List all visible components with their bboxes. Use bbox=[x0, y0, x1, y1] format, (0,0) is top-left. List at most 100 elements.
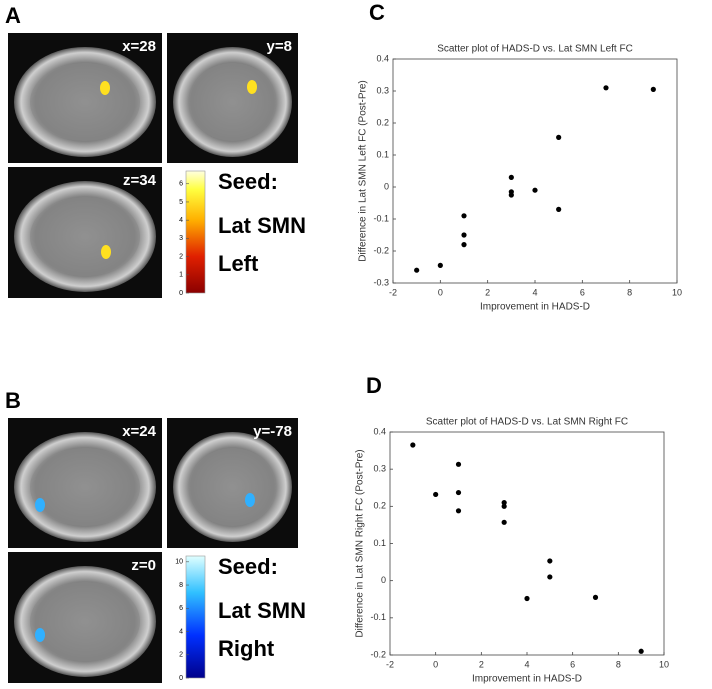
data-point bbox=[508, 192, 514, 198]
data-point bbox=[501, 519, 507, 525]
y-tick-label: -0.1 bbox=[373, 213, 389, 223]
colorbar-tick-label: 5 bbox=[179, 199, 183, 206]
y-tick-label: 0.4 bbox=[376, 53, 389, 63]
x-tick-label: 10 bbox=[659, 659, 669, 669]
data-point bbox=[501, 500, 507, 506]
y-tick-label: 0 bbox=[384, 181, 389, 191]
slice-label: x=24 bbox=[122, 423, 156, 440]
slice-label: z=34 bbox=[123, 172, 157, 189]
panel-label: B bbox=[5, 388, 21, 413]
brain-inner bbox=[189, 448, 276, 526]
panel-label: A bbox=[5, 3, 21, 28]
plot-frame bbox=[389, 431, 665, 656]
slice-label: y=8 bbox=[267, 38, 292, 55]
data-point bbox=[603, 85, 609, 91]
colorbar-tick-label: 2 bbox=[179, 652, 183, 659]
colorbar-tick-label: 8 bbox=[179, 582, 183, 589]
data-point bbox=[592, 594, 599, 600]
data-point bbox=[461, 213, 467, 219]
colorbar-tick-label: 4 bbox=[179, 217, 183, 224]
x-tick-label: 6 bbox=[570, 659, 575, 669]
slice-label: z=0 bbox=[131, 557, 156, 574]
x-tick-label: 0 bbox=[438, 287, 443, 297]
colorbar-tick-label: 6 bbox=[179, 181, 183, 188]
y-tick-label: -0.2 bbox=[373, 245, 389, 255]
x-tick-label: 0 bbox=[433, 659, 438, 669]
data-point bbox=[414, 267, 420, 273]
seed-label: Lat SMN bbox=[218, 213, 306, 238]
x-tick-label: 10 bbox=[672, 287, 682, 297]
data-point bbox=[433, 491, 439, 498]
y-tick-label: 0.2 bbox=[376, 117, 389, 127]
x-tick-label: 4 bbox=[532, 287, 537, 297]
colorbar-tick-label: 3 bbox=[179, 235, 183, 242]
data-point bbox=[410, 442, 416, 448]
activation-blob bbox=[101, 245, 111, 259]
colorbar-tick-label: 0 bbox=[179, 290, 183, 297]
seed-label: Seed: bbox=[218, 554, 278, 579]
y-tick-label: -0.1 bbox=[370, 612, 386, 622]
data-point bbox=[638, 648, 644, 654]
data-point bbox=[650, 86, 656, 92]
panel-label: D bbox=[366, 373, 382, 398]
seed-label: Left bbox=[218, 251, 259, 276]
data-point bbox=[455, 461, 462, 467]
data-point bbox=[461, 242, 467, 248]
y-tick-label: 0.3 bbox=[376, 85, 389, 95]
data-point bbox=[461, 232, 467, 238]
brain-inner bbox=[30, 448, 140, 526]
data-point bbox=[532, 187, 538, 193]
activation-blob bbox=[100, 81, 110, 95]
data-point bbox=[455, 508, 462, 514]
seed-label: Seed: bbox=[218, 169, 278, 194]
x-axis-label: Improvement in HADS-D bbox=[472, 674, 582, 685]
x-tick-label: -2 bbox=[386, 659, 394, 669]
brain-inner bbox=[30, 63, 140, 141]
y-axis-label: Difference in Lat SMN Left FC (Post-Pre) bbox=[358, 80, 369, 262]
data-point bbox=[556, 134, 562, 140]
brain-inner bbox=[30, 197, 140, 276]
y-tick-label: 0.4 bbox=[373, 426, 386, 436]
brain-inner bbox=[189, 63, 276, 141]
chart-title: Scatter plot of HADS-D vs. Lat SMN Right… bbox=[426, 417, 628, 428]
x-tick-label: 8 bbox=[616, 659, 621, 669]
colorbar-tick-label: 6 bbox=[179, 605, 183, 612]
y-tick-label: 0.3 bbox=[373, 464, 386, 474]
y-tick-label: 0 bbox=[381, 575, 386, 585]
colorbar-tick-label: 2 bbox=[179, 253, 183, 260]
plot-frame bbox=[392, 58, 678, 284]
seed-label: Lat SMN bbox=[218, 598, 306, 623]
colorbar bbox=[185, 555, 206, 679]
activation-blob bbox=[35, 498, 45, 512]
activation-blob bbox=[245, 493, 255, 507]
colorbar-tick-label: 1 bbox=[179, 272, 183, 279]
data-point bbox=[501, 503, 507, 509]
data-point bbox=[524, 595, 530, 602]
panel-label: C bbox=[369, 0, 385, 25]
slice-label: x=28 bbox=[122, 38, 156, 55]
data-point bbox=[556, 206, 562, 212]
data-point bbox=[508, 174, 514, 180]
x-tick-label: -2 bbox=[389, 287, 397, 297]
seed-label: Right bbox=[218, 636, 275, 661]
x-tick-label: 4 bbox=[524, 659, 529, 669]
x-tick-label: 6 bbox=[580, 287, 585, 297]
y-tick-label: -0.2 bbox=[370, 649, 386, 659]
activation-blob bbox=[247, 80, 257, 94]
y-tick-label: 0.1 bbox=[373, 538, 386, 548]
colorbar-tick-label: 4 bbox=[179, 628, 183, 635]
y-axis-label: Difference in Lat SMN Right FC (Post-Pre… bbox=[355, 449, 366, 637]
colorbar-tick-label: 10 bbox=[175, 559, 183, 566]
y-tick-label: 0.1 bbox=[376, 149, 389, 159]
data-point bbox=[547, 574, 553, 580]
y-tick-label: 0.2 bbox=[373, 501, 386, 511]
activation-blob bbox=[35, 628, 45, 642]
chart-title: Scatter plot of HADS-D vs. Lat SMN Left … bbox=[437, 44, 633, 55]
data-point bbox=[455, 489, 462, 496]
data-point bbox=[437, 262, 443, 268]
data-point bbox=[547, 558, 553, 564]
slice-label: y=-78 bbox=[253, 423, 292, 440]
brain-inner bbox=[30, 582, 140, 661]
x-tick-label: 2 bbox=[485, 287, 490, 297]
